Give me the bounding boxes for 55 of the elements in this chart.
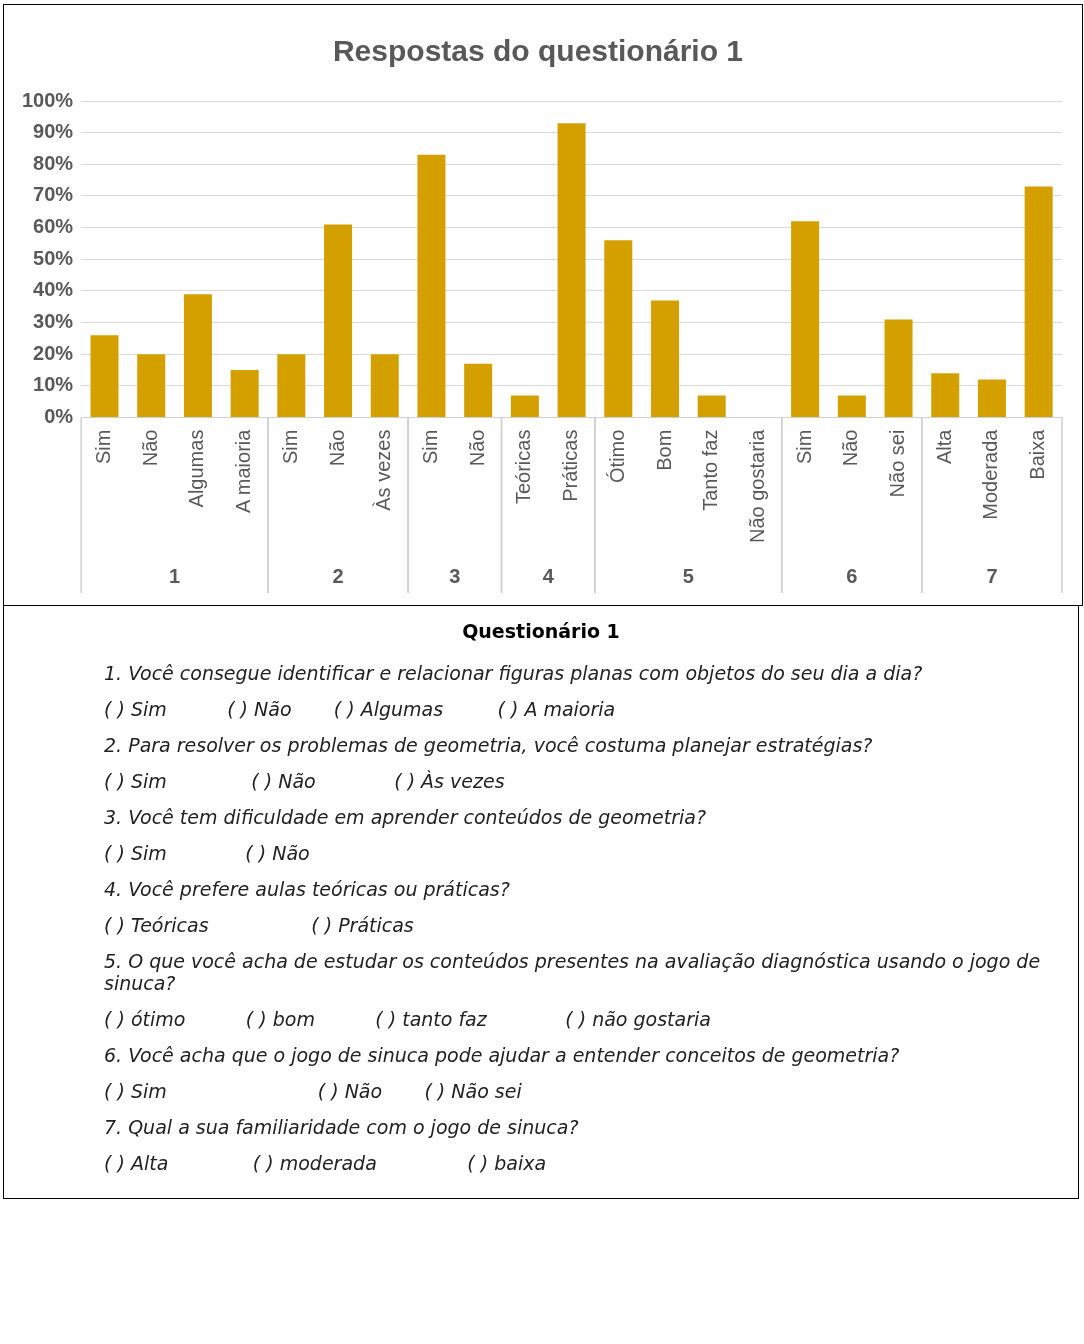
text: 4 bbox=[542, 564, 555, 587]
x-tick-label: Alta bbox=[932, 428, 955, 465]
text: ( ) Sim ( ) Não ( ) Às vezes bbox=[104, 770, 506, 792]
text: 1 bbox=[169, 564, 181, 587]
x-tick-label: Às vezes bbox=[372, 429, 395, 511]
text: 1. Você consegue identificar e relacionar figuras planas com objetos do seu dia a dia? bbox=[104, 662, 924, 684]
x-tick-label: Ótimo bbox=[605, 429, 628, 483]
y-tick-label: 30% bbox=[33, 310, 74, 333]
text: 3. Você tem dificuldade em aprender conteúdos de geometria? bbox=[104, 806, 708, 828]
x-tick-label: Sim bbox=[278, 429, 301, 465]
x-tick-label: Não bbox=[465, 429, 488, 467]
text: ( ) Teóricas ( ) Práticas bbox=[104, 914, 415, 936]
y-tick-label: 10% bbox=[33, 373, 74, 396]
x-tick-label: Práticas bbox=[559, 429, 582, 502]
y-tick-label: 70% bbox=[33, 183, 74, 206]
x-tick-label: Não gostaria bbox=[745, 428, 768, 544]
text: ( ) Sim ( ) Não ( ) Algumas ( ) A maioria bbox=[104, 698, 617, 720]
text: 6 bbox=[846, 564, 858, 587]
x-tick-label: Moderada bbox=[979, 428, 1002, 520]
y-tick-label: 0% bbox=[44, 405, 74, 428]
x-tick-label: Não bbox=[839, 429, 862, 467]
text: ( ) ótimo ( ) bom ( ) tanto faz ( ) não gostaria bbox=[104, 1008, 712, 1030]
text: ( ) Sim ( ) Não bbox=[104, 842, 311, 864]
y-tick-label: 60% bbox=[33, 215, 74, 238]
y-tick-label: 20% bbox=[33, 341, 74, 364]
x-tick-label: Sim bbox=[418, 429, 441, 465]
text: 2 bbox=[332, 564, 344, 587]
text: ( ) Sim ( ) Não ( ) Não sei bbox=[104, 1080, 523, 1102]
text: 2. Para resolver os problemas de geometria, você costuma planejar estratégias? bbox=[104, 734, 874, 756]
text: 6. Você acha que o jogo de sinuca pode ajudar a entender conceitos de geometria? bbox=[104, 1044, 901, 1066]
x-tick-label: Não bbox=[325, 429, 348, 467]
x-tick-label: Algumas bbox=[185, 429, 208, 508]
x-tick-label: Sim bbox=[792, 429, 815, 465]
text: 3 bbox=[449, 564, 461, 587]
x-tick-label: Não bbox=[138, 429, 161, 467]
text: 7 bbox=[986, 564, 998, 587]
y-tick-label: 90% bbox=[33, 120, 74, 143]
y-tick-label: 100% bbox=[22, 88, 74, 111]
text: Questionário 1 bbox=[461, 620, 621, 642]
x-tick-label: Não sei bbox=[886, 429, 909, 498]
text: ( ) Alta ( ) moderada ( ) baixa bbox=[104, 1152, 548, 1174]
x-tick-label: Bom bbox=[652, 429, 675, 471]
x-tick-label: A maioria bbox=[232, 428, 255, 513]
text: 5 bbox=[682, 564, 694, 587]
chart-title: Respostas do questionário 1 bbox=[332, 34, 744, 68]
x-tick-label: Teóricas bbox=[512, 429, 535, 505]
text: 5. O que você acha de estudar os conteúdos presentes na avaliação diagnóstica usando o jogo de sinuca? bbox=[104, 950, 1042, 994]
y-tick-label: 80% bbox=[33, 151, 74, 174]
y-tick-label: 50% bbox=[33, 246, 74, 269]
text: 4. Você prefere aulas teóricas ou práticas? bbox=[104, 878, 511, 900]
x-tick-label: Sim bbox=[92, 429, 115, 465]
y-tick-label: 40% bbox=[33, 278, 74, 301]
x-tick-label: Tanto faz bbox=[699, 429, 722, 511]
x-tick-label: Baixa bbox=[1026, 428, 1049, 480]
text: 7. Qual a sua familiaridade com o jogo de sinuca? bbox=[104, 1116, 580, 1138]
